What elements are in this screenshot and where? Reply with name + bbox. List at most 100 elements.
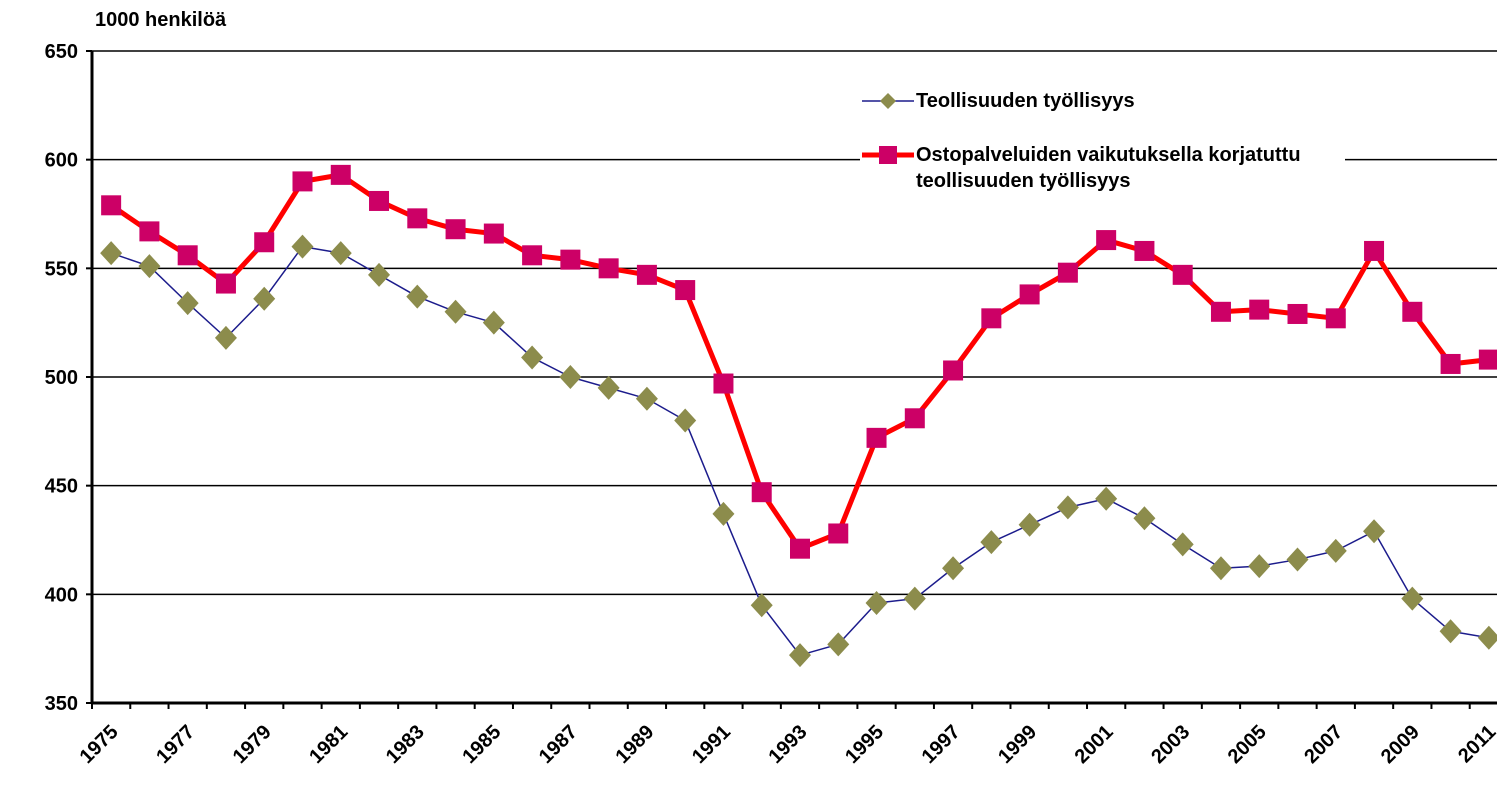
y-tick-label: 550 — [45, 258, 78, 280]
legend-label: Teollisuuden työllisyys — [916, 90, 1135, 112]
marker — [597, 375, 620, 400]
marker — [1363, 519, 1386, 544]
y-tick-label: 500 — [45, 367, 78, 389]
x-tick-label: 1999 — [994, 721, 1041, 768]
marker — [1171, 532, 1194, 557]
y-tick-label: 650 — [45, 41, 78, 63]
legend-marker — [880, 93, 896, 109]
x-tick-label: 2011 — [1454, 721, 1497, 767]
marker — [101, 195, 122, 216]
marker — [445, 219, 466, 240]
marker — [329, 241, 352, 266]
marker — [214, 325, 237, 350]
marker — [1402, 301, 1423, 322]
marker — [215, 273, 236, 294]
marker — [674, 408, 697, 433]
marker — [368, 262, 391, 287]
marker — [636, 264, 657, 285]
marker — [176, 291, 199, 316]
marker — [482, 310, 505, 335]
marker — [522, 245, 543, 266]
x-tick-label: 1985 — [458, 721, 505, 768]
marker — [751, 482, 772, 503]
x-tick-label: 1981 — [305, 721, 352, 768]
marker — [521, 345, 544, 370]
legend-marker — [879, 146, 897, 164]
marker — [865, 591, 888, 616]
marker — [1364, 240, 1385, 261]
x-tick-label: 1975 — [76, 721, 123, 768]
legend: Teollisuuden työllisyys Ostopalveluiden v… — [860, 80, 1345, 222]
legend-entry: Teollisuuden työllisyys — [860, 88, 1345, 114]
marker — [330, 164, 351, 185]
x-tick-label: 1977 — [152, 721, 199, 768]
marker — [369, 190, 390, 211]
marker — [1057, 262, 1078, 283]
marker — [713, 373, 734, 394]
marker — [1096, 230, 1117, 251]
x-tick-label: 1987 — [535, 721, 582, 768]
marker — [942, 556, 965, 581]
marker — [291, 234, 314, 259]
marker — [1210, 301, 1231, 322]
marker — [903, 586, 926, 611]
x-tick-label: 1979 — [229, 721, 276, 768]
marker — [788, 643, 811, 668]
marker — [254, 232, 275, 253]
y-tick-label: 600 — [45, 150, 78, 172]
marker — [1401, 586, 1424, 611]
marker — [598, 258, 619, 279]
marker — [177, 245, 198, 266]
x-tick-label: 1997 — [918, 721, 965, 768]
marker — [1286, 547, 1309, 572]
marker — [980, 530, 1003, 555]
marker — [904, 408, 925, 429]
x-tick-label: 2009 — [1377, 721, 1424, 768]
marker — [292, 171, 313, 192]
marker — [253, 286, 276, 311]
marker — [444, 299, 467, 324]
marker — [1440, 353, 1461, 374]
marker — [943, 360, 964, 381]
marker — [100, 241, 123, 266]
marker — [675, 280, 696, 301]
legend-entry: Ostopalveluiden vaikutuksella korjatuttu… — [860, 142, 1345, 194]
legend-key — [862, 93, 914, 109]
marker — [1209, 556, 1232, 581]
marker — [1018, 512, 1041, 537]
x-tick-label: 1983 — [382, 721, 429, 768]
marker — [1134, 240, 1155, 261]
marker — [1249, 299, 1270, 320]
marker — [1439, 619, 1462, 644]
marker — [407, 208, 428, 229]
marker — [750, 593, 773, 618]
series-line — [109, 172, 1490, 552]
marker — [1477, 625, 1497, 650]
x-tick-label: 1989 — [611, 721, 658, 768]
marker — [1287, 303, 1308, 324]
marker — [1095, 486, 1118, 511]
y-tick-label: 350 — [45, 693, 78, 715]
legend-label: Ostopalveluiden vaikutuksella korjatuttu… — [916, 144, 1301, 192]
x-tick-label: 2003 — [1147, 721, 1194, 768]
marker — [1133, 506, 1156, 531]
y-tick-label: 450 — [45, 476, 78, 498]
marker — [1248, 554, 1271, 579]
marker — [138, 254, 161, 279]
marker — [789, 538, 810, 559]
marker — [139, 221, 160, 242]
marker — [1056, 495, 1079, 520]
x-tick-label: 1995 — [841, 721, 888, 768]
marker — [981, 308, 1002, 329]
y-axis-label: 1000 henkilöä — [95, 9, 227, 31]
y-tick-label: 400 — [45, 584, 78, 606]
marker — [1478, 349, 1497, 370]
x-tick-label: 2007 — [1300, 721, 1347, 768]
marker — [483, 223, 504, 244]
marker — [559, 365, 582, 389]
marker — [1324, 538, 1347, 563]
x-tick-label: 1991 — [688, 721, 735, 768]
marker — [406, 284, 429, 309]
